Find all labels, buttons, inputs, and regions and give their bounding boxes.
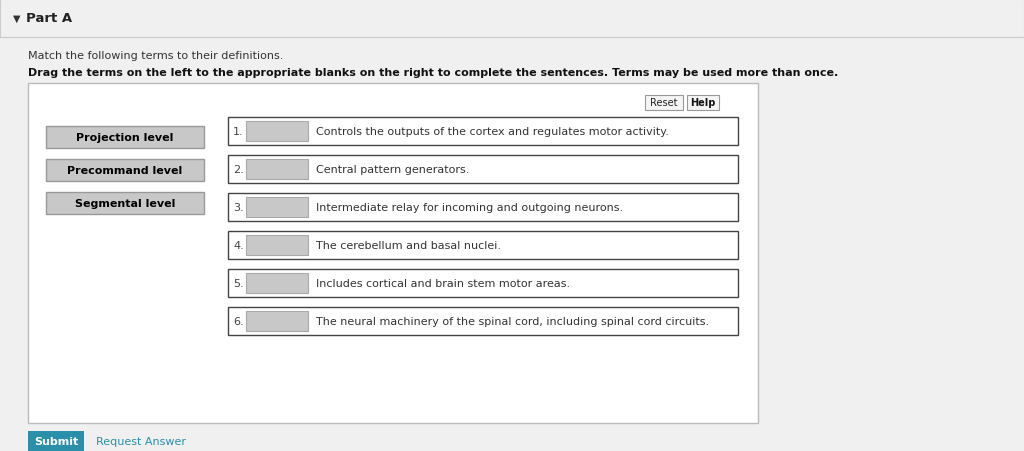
Text: 1.: 1. xyxy=(233,127,244,137)
Text: Includes cortical and brain stem motor areas.: Includes cortical and brain stem motor a… xyxy=(316,278,570,288)
Text: 3.: 3. xyxy=(233,202,244,212)
Text: Central pattern generators.: Central pattern generators. xyxy=(316,165,469,175)
Text: Reset: Reset xyxy=(650,98,678,108)
FancyBboxPatch shape xyxy=(228,193,738,221)
FancyBboxPatch shape xyxy=(246,122,308,142)
Text: Controls the outputs of the cortex and regulates motor activity.: Controls the outputs of the cortex and r… xyxy=(316,127,669,137)
Text: Request Answer: Request Answer xyxy=(96,436,186,446)
Text: The neural machinery of the spinal cord, including spinal cord circuits.: The neural machinery of the spinal cord,… xyxy=(316,316,710,326)
FancyBboxPatch shape xyxy=(246,311,308,331)
Text: 5.: 5. xyxy=(233,278,244,288)
FancyBboxPatch shape xyxy=(645,96,683,111)
FancyBboxPatch shape xyxy=(246,235,308,255)
FancyBboxPatch shape xyxy=(228,307,738,335)
FancyBboxPatch shape xyxy=(46,160,204,182)
Text: The cerebellum and basal nuclei.: The cerebellum and basal nuclei. xyxy=(316,240,501,250)
FancyBboxPatch shape xyxy=(228,118,738,146)
FancyBboxPatch shape xyxy=(28,84,758,423)
FancyBboxPatch shape xyxy=(228,156,738,184)
FancyBboxPatch shape xyxy=(246,198,308,217)
FancyBboxPatch shape xyxy=(246,160,308,179)
Text: Help: Help xyxy=(690,98,716,108)
FancyBboxPatch shape xyxy=(228,269,738,297)
Text: Part A: Part A xyxy=(26,13,72,25)
Text: Precommand level: Precommand level xyxy=(68,166,182,175)
Text: Drag the terms on the left to the appropriate blanks on the right to complete th: Drag the terms on the left to the approp… xyxy=(28,68,839,78)
Text: 2.: 2. xyxy=(233,165,244,175)
FancyBboxPatch shape xyxy=(46,193,204,215)
FancyBboxPatch shape xyxy=(246,273,308,293)
Text: Intermediate relay for incoming and outgoing neurons.: Intermediate relay for incoming and outg… xyxy=(316,202,624,212)
FancyBboxPatch shape xyxy=(228,231,738,259)
Text: 6.: 6. xyxy=(233,316,244,326)
Text: Segmental level: Segmental level xyxy=(75,198,175,208)
FancyBboxPatch shape xyxy=(46,127,204,149)
Text: 4.: 4. xyxy=(233,240,244,250)
Text: Submit: Submit xyxy=(34,436,78,446)
FancyBboxPatch shape xyxy=(28,431,84,451)
Text: Match the following terms to their definitions.: Match the following terms to their defin… xyxy=(28,51,284,61)
Text: ▼: ▼ xyxy=(13,14,20,24)
Text: Projection level: Projection level xyxy=(77,133,174,143)
FancyBboxPatch shape xyxy=(0,0,1024,38)
FancyBboxPatch shape xyxy=(687,96,719,111)
